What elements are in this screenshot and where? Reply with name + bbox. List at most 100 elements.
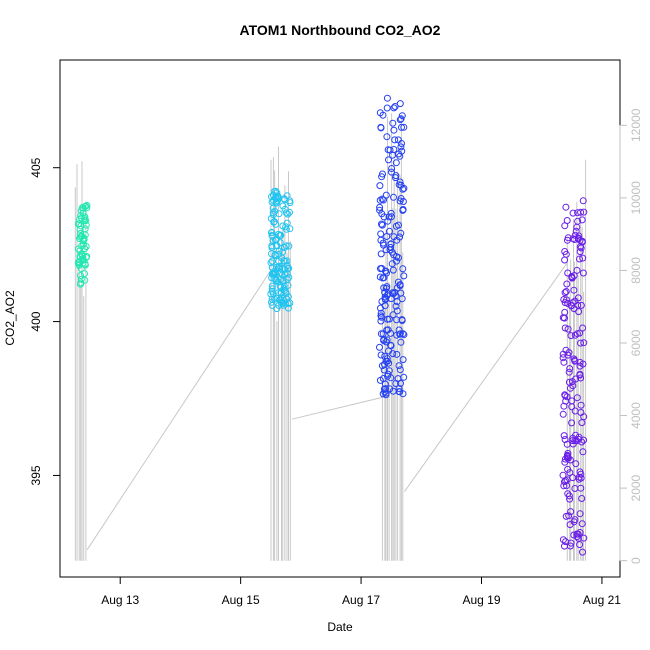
data-point [579, 548, 586, 556]
data-point [391, 103, 399, 110]
y-tick-label: 400 [29, 311, 43, 331]
data-point [385, 315, 393, 323]
data-point [386, 227, 393, 235]
chart-title: ATOM1 Northbound CO2_AO2 [240, 22, 441, 38]
x-tick-label: Aug 17 [342, 593, 380, 607]
data-point [400, 184, 408, 192]
data-point [286, 225, 294, 233]
data-point [398, 112, 406, 120]
data-point [565, 368, 573, 376]
data-point [559, 471, 567, 479]
data-point [391, 136, 399, 144]
data-point [388, 260, 396, 268]
data-point [571, 485, 579, 492]
data-point [388, 213, 395, 221]
data-point [397, 338, 405, 346]
data-point [81, 231, 89, 239]
data-point [384, 146, 392, 154]
data-point [395, 385, 403, 392]
data-point [563, 280, 571, 288]
x-tick-label: Aug 13 [101, 593, 139, 607]
data-point [577, 374, 585, 382]
data-point [396, 330, 404, 338]
data-point [392, 302, 400, 310]
data-point [77, 272, 85, 279]
data-point [268, 285, 276, 293]
data-point [398, 317, 406, 324]
data-point [562, 397, 570, 405]
data-point [379, 239, 387, 247]
data-point [380, 385, 388, 393]
data-point [386, 385, 394, 393]
data-points [74, 94, 588, 556]
data-point [577, 401, 585, 409]
data-point [80, 240, 87, 248]
data-point [81, 217, 89, 225]
data-point [280, 282, 288, 290]
data-point [566, 495, 574, 503]
data-point [578, 216, 586, 224]
data-point [281, 244, 288, 251]
data-point [578, 520, 586, 528]
data-point [567, 332, 575, 340]
data-point [379, 274, 387, 282]
data-point [561, 308, 569, 316]
data-point [376, 206, 384, 214]
data-point [383, 326, 391, 334]
data-point [82, 254, 90, 261]
data-point [389, 119, 397, 127]
data-point [282, 209, 290, 217]
data-point [284, 264, 292, 272]
data-point [396, 100, 404, 108]
data-point [398, 147, 406, 155]
data-point [563, 476, 571, 484]
data-point [281, 270, 289, 278]
y-axis-right: 0 2000 4000 6000 8000 10000 12000 [619, 108, 643, 564]
data-point [280, 195, 288, 203]
data-point [576, 510, 584, 518]
data-point [378, 195, 386, 203]
data-point [396, 330, 404, 338]
data-point [268, 231, 276, 239]
secondary-connector [291, 396, 383, 420]
x-tick-label: Aug 19 [462, 593, 500, 607]
data-point [384, 372, 391, 380]
data-point [569, 382, 577, 390]
data-point [397, 115, 405, 123]
data-point [573, 330, 581, 338]
data-point [279, 264, 287, 272]
data-point [571, 297, 579, 305]
data-point [396, 282, 404, 290]
data-point [395, 362, 403, 370]
data-point [576, 371, 584, 379]
data-point [563, 236, 571, 244]
data-point [559, 350, 567, 358]
data-point [381, 380, 389, 388]
data-point [399, 356, 407, 364]
secondary-connector [403, 262, 568, 492]
data-point [81, 260, 89, 268]
data-point [380, 213, 388, 221]
data-point [268, 270, 276, 278]
data-point [268, 229, 276, 236]
data-point [396, 116, 404, 124]
data-point [576, 529, 584, 536]
data-point [383, 233, 391, 240]
data-point [378, 313, 386, 321]
data-point [387, 240, 395, 248]
data-point [275, 210, 283, 218]
data-point [389, 151, 397, 159]
data-point [578, 419, 586, 427]
data-point [560, 432, 568, 440]
y2-tick-label: 4000 [629, 402, 643, 429]
data-point [562, 538, 570, 546]
data-point [388, 165, 396, 172]
data-point [389, 289, 397, 297]
data-point [577, 339, 584, 347]
data-point [560, 482, 568, 490]
data-point [376, 203, 384, 211]
data-point [382, 389, 390, 397]
data-point [572, 227, 580, 235]
data-point [561, 289, 569, 297]
data-point [563, 217, 571, 224]
